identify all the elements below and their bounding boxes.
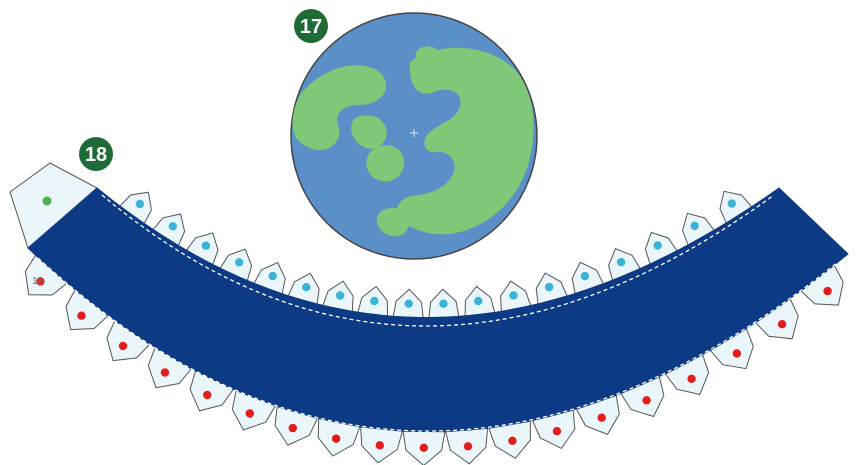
tab-dot (463, 442, 473, 451)
tab-dot (823, 286, 832, 296)
band-dash-outer (37, 257, 839, 432)
glue-dot (42, 196, 52, 206)
tab-dot (508, 436, 517, 445)
tab-dot (370, 296, 379, 306)
tab-dot (404, 299, 413, 308)
tab-dot (687, 374, 696, 383)
tab-dot (331, 434, 341, 443)
tab-dot (375, 441, 384, 450)
tab-dot (245, 409, 254, 418)
inner-tab (357, 285, 389, 317)
curved-band (27, 187, 849, 432)
tab-dot (135, 199, 145, 209)
tab-dot (439, 299, 448, 308)
tab-dot (552, 427, 562, 436)
land-arctic-islands (351, 115, 387, 149)
tab-dot (653, 241, 662, 250)
tab-dot (690, 221, 699, 231)
globe-icon (290, 12, 538, 260)
band-end-label: 18 (32, 276, 44, 287)
land-south-strip (376, 207, 410, 237)
tab-dot (201, 241, 211, 250)
outer-tab (402, 430, 446, 465)
inner-tab (571, 261, 605, 295)
step-number: 18 (85, 144, 107, 166)
tab-dot (203, 390, 212, 400)
outer-tab (445, 427, 489, 465)
inner-tab (464, 285, 496, 317)
tab-dot (509, 291, 518, 300)
tab-dot (160, 368, 170, 377)
tab-dot (419, 443, 428, 452)
tab-dot (616, 258, 626, 267)
land-west (292, 65, 387, 151)
north-pole-marker (410, 129, 418, 137)
tab-dot (268, 271, 277, 281)
step-badge-18: 18 (79, 137, 113, 171)
outer-tabs (24, 254, 844, 465)
tab-dot (777, 320, 787, 329)
tab-dot (336, 291, 345, 300)
step-badge-17: 17 (294, 9, 328, 43)
tab-dot (77, 311, 86, 320)
tab-dot (597, 413, 606, 422)
tab-dot (288, 423, 297, 433)
tab-dot (235, 258, 244, 267)
land-east (397, 47, 534, 235)
tab-dot (732, 349, 741, 358)
inner-tab (428, 288, 460, 319)
tab-dot (36, 277, 45, 286)
tab-dot (580, 271, 590, 281)
inner-tabs (119, 190, 753, 319)
outer-tab (360, 426, 404, 464)
tab-dot (642, 396, 651, 405)
outer-tab (575, 394, 620, 436)
tab-dot (168, 222, 177, 231)
outer-tab (531, 409, 576, 450)
inner-tab (392, 288, 424, 319)
tab-dot (544, 282, 554, 292)
tab-dot (474, 296, 483, 306)
outer-tab (106, 319, 151, 362)
land-north-islet (415, 46, 440, 64)
tab-dot (118, 341, 128, 351)
tab-dot (302, 283, 311, 292)
inner-tab (287, 272, 320, 305)
step-number: 17 (300, 16, 322, 38)
tab-dot (727, 199, 736, 208)
land-greenland (366, 145, 405, 182)
inner-tab (500, 280, 532, 313)
